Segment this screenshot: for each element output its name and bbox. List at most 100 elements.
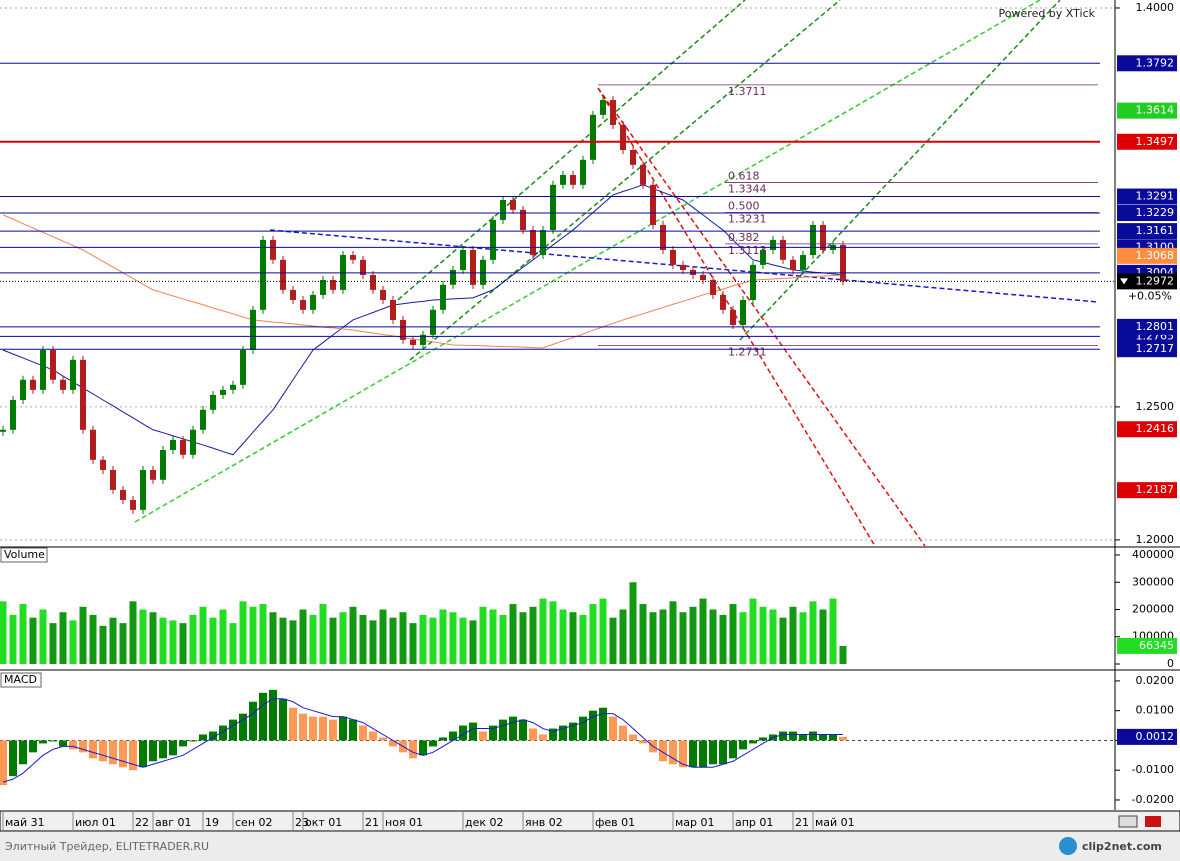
macd-bar (569, 722, 577, 741)
macd-bar (19, 740, 27, 765)
volume-bar (769, 609, 777, 664)
candle (20, 379, 26, 400)
candle (750, 264, 756, 300)
level-label: 1.3291 (1136, 190, 1175, 203)
candle (380, 289, 386, 300)
volume-bar (369, 620, 377, 664)
candle (290, 289, 296, 300)
volume-bar (689, 606, 697, 664)
candle (70, 359, 76, 390)
macd-bar (189, 740, 197, 742)
x-tick-label: окт 01 (305, 816, 342, 829)
volume-bar (609, 617, 617, 664)
y-tick-label: -0.0100 (1132, 763, 1174, 776)
logo-icon (1059, 837, 1077, 855)
candle (430, 309, 436, 335)
candle (560, 174, 566, 185)
macd-bar (39, 740, 47, 744)
level-box (1117, 247, 1177, 264)
candle (510, 199, 516, 210)
volume-bar (709, 609, 717, 664)
volume-bar (819, 609, 827, 664)
volume-bar (759, 606, 767, 664)
volume-bar (409, 623, 417, 664)
macd-bar (59, 740, 67, 747)
volume-bar (219, 609, 227, 664)
volume-bar (269, 612, 277, 664)
candle (570, 174, 576, 185)
fib-value: 1.3113 (728, 244, 767, 257)
macd-bar (229, 719, 237, 741)
candle (150, 469, 156, 480)
volume-bar (779, 617, 787, 664)
macd-bar (559, 725, 567, 741)
volume-bar (49, 623, 57, 664)
volume-bar (349, 606, 357, 664)
macd-bar (69, 740, 77, 750)
candle (530, 230, 536, 256)
candle (170, 439, 176, 450)
x-tick-label: апр 01 (735, 816, 773, 829)
candle (590, 114, 596, 160)
macd-bar (759, 737, 767, 741)
volume-bar (649, 612, 657, 664)
level-label: 1.3614 (1136, 104, 1175, 117)
trendline (391, 0, 746, 306)
level-box (1117, 341, 1177, 358)
macd-bar (589, 710, 597, 741)
candle (200, 409, 206, 430)
macd-bar (539, 734, 547, 741)
macd-bar (499, 719, 507, 741)
macd-bar (729, 740, 737, 759)
volume-bar (379, 609, 387, 664)
volume-bar (449, 612, 457, 664)
candle (210, 394, 216, 410)
candle (50, 349, 56, 380)
macd-bar (659, 740, 667, 762)
level-label: 1.3068 (1136, 249, 1175, 262)
macd-bar (489, 725, 497, 741)
macd-bar (809, 731, 817, 741)
candle (620, 124, 626, 150)
y-tick-label: 1.2500 (1136, 400, 1175, 413)
trendline (409, 0, 841, 361)
y-tick-label: 0.0100 (1136, 704, 1175, 717)
candle (550, 184, 556, 231)
level-box (1117, 188, 1177, 205)
toolbar-icon[interactable] (1118, 815, 1138, 828)
macd-bar (209, 731, 217, 741)
volume-bar (179, 623, 187, 664)
candle (280, 259, 286, 290)
macd-bar (619, 725, 627, 741)
x-tick-label: янв 02 (525, 816, 563, 829)
macd-bar (329, 719, 337, 741)
x-tick-label: 22 (135, 816, 149, 829)
volume-bar (279, 617, 287, 664)
level-label: 1.3497 (1136, 135, 1175, 148)
candle (390, 299, 396, 320)
trendline (269, 229, 1099, 303)
macd-bar (529, 728, 537, 741)
macd-bar (479, 731, 487, 741)
toolbar-icon[interactable] (1145, 816, 1161, 827)
candle (140, 469, 146, 510)
volume-bar (129, 601, 137, 664)
y-tick-label: 400000 (1132, 548, 1174, 561)
candle (610, 99, 616, 125)
macd-bar (129, 740, 137, 771)
candle (400, 319, 406, 340)
volume-bar (559, 609, 567, 664)
x-tick-label: май 01 (815, 816, 855, 829)
macd-bar (669, 740, 677, 765)
volume-bar (399, 612, 407, 664)
candle (520, 209, 526, 231)
volume-bar (729, 604, 737, 664)
fib-value: 1.3711 (728, 85, 767, 98)
macd-bar (379, 737, 387, 741)
panel-label: Volume (4, 548, 45, 561)
macd-bar (99, 740, 107, 762)
candle (660, 224, 666, 250)
fib-ratio: 0.500 (728, 199, 760, 212)
